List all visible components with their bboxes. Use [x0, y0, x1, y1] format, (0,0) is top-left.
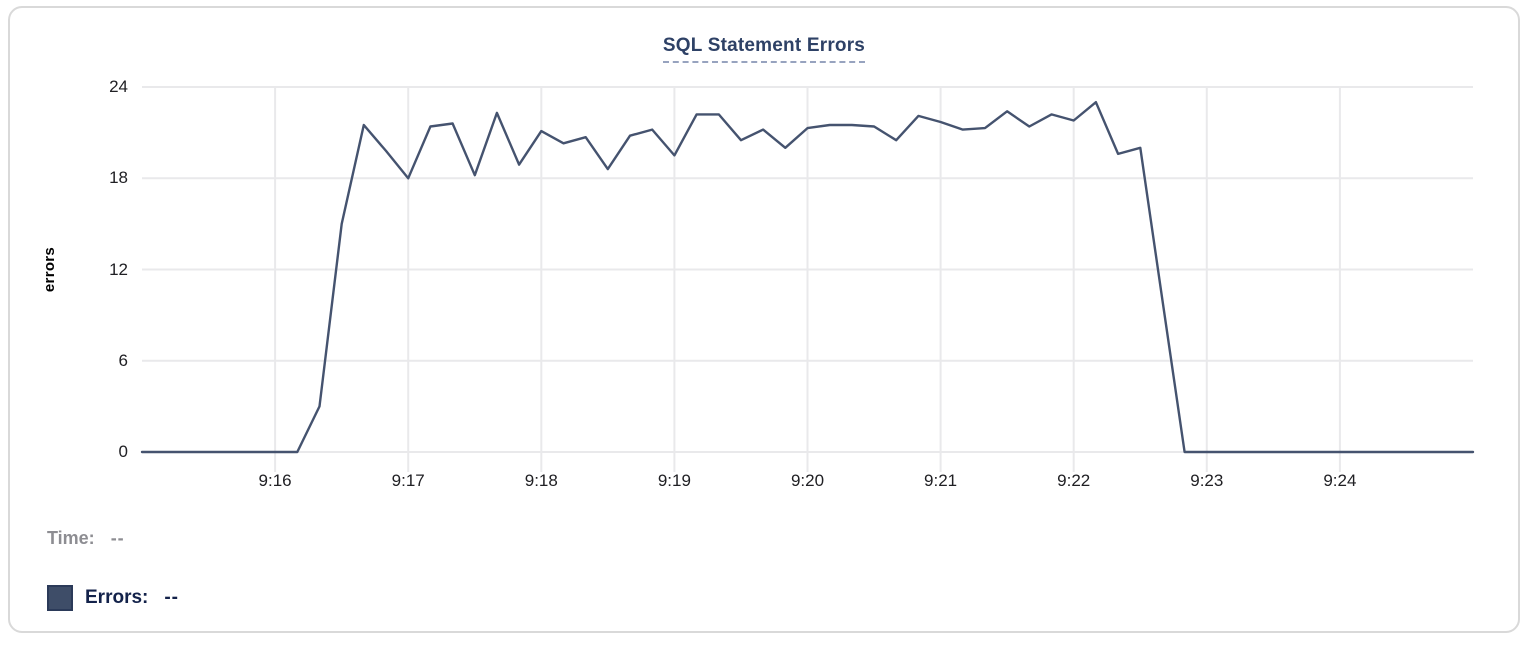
tooltip-time-value: --	[110, 527, 125, 548]
y-tick-label: 6	[118, 350, 128, 370]
y-tick-label: 12	[109, 259, 128, 279]
chart-card: SQL Statement Errors errors 24 18 12 6 0 9:1…	[8, 6, 1520, 633]
y-tick-label: 24	[109, 77, 128, 96]
tooltip-time-row: Time: --	[47, 525, 179, 551]
x-tick-label: 9:23	[1190, 471, 1224, 490]
chart-title-link[interactable]: SQL Statement Errors	[662, 35, 866, 63]
x-tick-label: 9:19	[657, 471, 691, 490]
x-tick-label: 9:20	[790, 471, 825, 490]
tooltip-time-label: Time:	[47, 527, 95, 548]
tooltip-errors-value: --	[164, 586, 180, 608]
tooltip-errors-label: Errors:	[85, 586, 149, 608]
chart-header: SQL Statement Errors	[10, 35, 1518, 63]
series-color-swatch-icon	[47, 584, 73, 611]
y-tick-label: 0	[118, 442, 128, 461]
x-tick-label: 9:24	[1323, 471, 1357, 490]
y-tick-label: 18	[109, 168, 128, 188]
x-tick-label: 9:18	[524, 471, 558, 490]
x-tick-label: 9:17	[391, 471, 425, 490]
x-tick-label: 9:21	[924, 471, 958, 490]
tooltip-errors-row: Errors: --	[47, 584, 179, 611]
tooltip-readout: Time: -- Errors: --	[47, 525, 179, 611]
x-tick-label: 9:16	[258, 471, 292, 490]
x-tick-label: 9:22	[1057, 471, 1091, 490]
chart-plot-area[interactable]	[140, 86, 1475, 472]
